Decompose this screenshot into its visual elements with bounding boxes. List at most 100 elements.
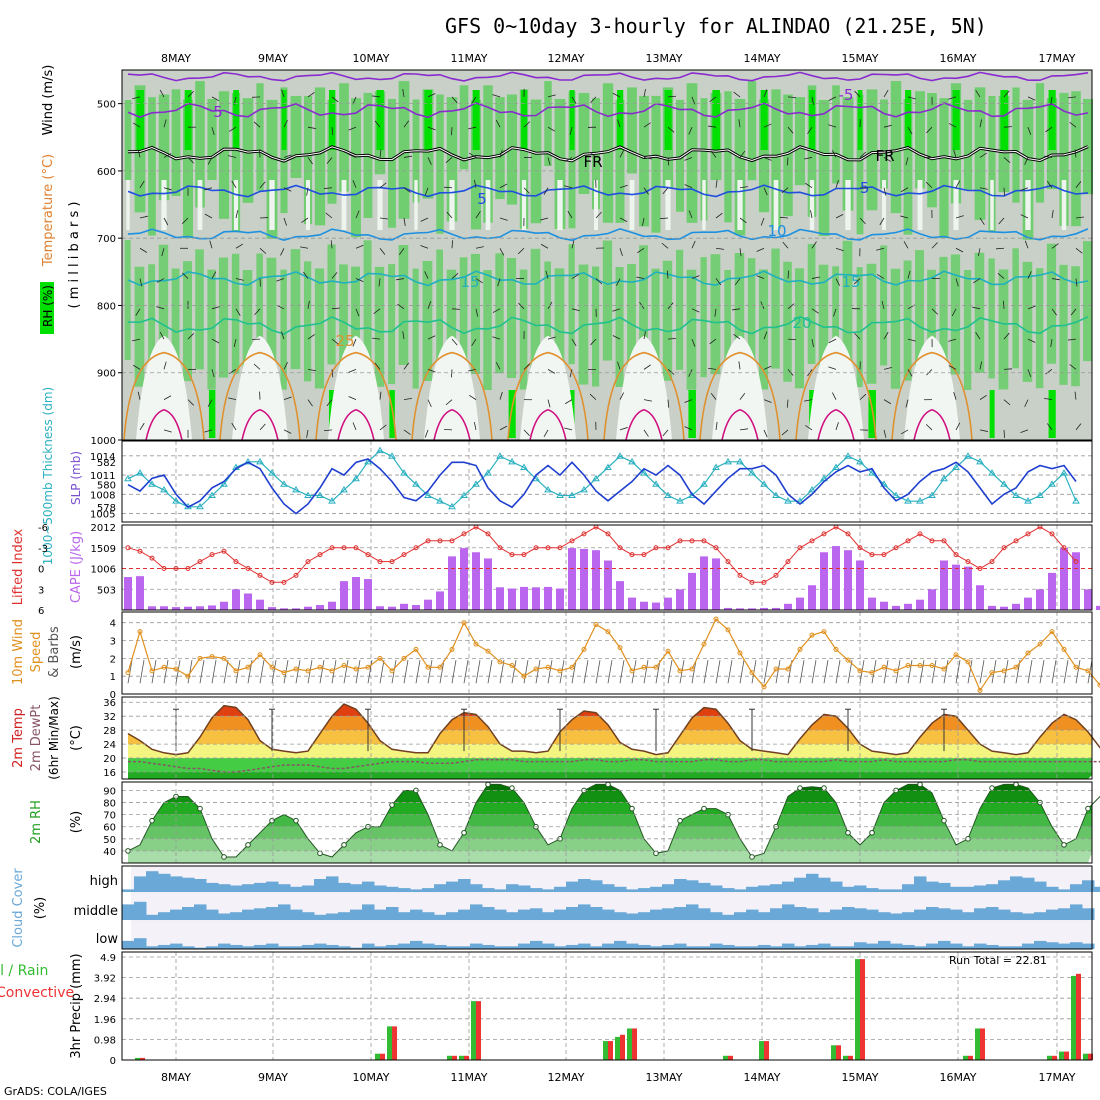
cape-bar [796,597,804,610]
thickness-point [880,480,888,487]
wind-barb [182,272,189,279]
cloud-bar [710,943,723,949]
wind-barb [187,333,194,340]
temp2m-axis-label-3: (6hr Min/Max) [47,696,61,780]
thickness-point [424,491,432,499]
cloud-bar [542,889,555,892]
cloud-level-label: middle [74,904,118,919]
li-point [185,566,191,571]
date-labels-top: 8MAY 9MAY 10MAY 11MAY 12MAY 13MAY 14MAY 15MAY 16… [161,52,1076,65]
rh2m-point [437,842,443,848]
wind10m-barb [931,660,937,684]
wind10m-point [269,664,275,670]
precip-total-bar [615,1036,620,1060]
li-point [629,552,635,558]
rh2m-point [149,817,155,824]
wind10m-barb [943,660,949,684]
wind10m-barb [691,660,697,684]
li-tick-label: 0 [38,565,44,576]
contour-label: 10 [767,222,786,240]
cloud-bar [350,947,363,949]
thickness-point [436,497,444,504]
cloud-bar [290,909,303,920]
wind-barb [137,391,141,400]
cloud-bar [1082,943,1095,949]
wind-barb [715,247,724,250]
date-label-bottom: 11MAY [451,1071,488,1084]
li-point [173,566,179,571]
thickness-axis-label: 1000~500mb Thickness (dm) [41,387,55,565]
wind-barb [135,308,141,316]
cape-bar [1048,572,1056,610]
rh-axis-label: RH (%) [41,285,55,327]
wind-barb [859,151,867,158]
wind-barb [159,331,165,340]
wind-barb [523,187,530,194]
wind10m-point [185,673,191,679]
rh-streak-dry [126,180,130,230]
rh-streak [374,266,385,387]
cloud-bar [374,946,387,949]
li-point [857,545,863,551]
precip-legend-conv: Convective [0,985,74,1001]
rh-streak-high [508,390,516,438]
wind-barb [547,94,556,98]
rh-streak [303,261,312,382]
thickness-point [976,457,984,465]
lifted-index-cape-panel: -6 -3 0 3 6 503 1006 1509 2012 Lifted Index CAPE (… [11,523,1100,617]
cloud-bar [146,914,159,920]
cape-bar [316,605,324,610]
wind-barb [637,247,645,254]
wind-barb [492,94,501,98]
wind-barb [715,421,718,430]
rh-streak [676,249,684,370]
cloud-bar [254,908,267,920]
cape-bar [376,606,384,610]
rh-streak [351,266,360,387]
wind-barb [739,428,748,431]
wind-barb [955,247,964,253]
thickness-point [448,502,456,510]
cloud-bar [950,943,963,949]
rh-streak-dry [269,180,275,230]
cape-bar [580,548,588,610]
wind-barb [301,217,309,223]
rh2m-tick-label: 50 [103,835,116,846]
wind10m-barb [583,660,589,684]
rh-streak [470,99,482,230]
wind-barb [443,186,453,189]
wind-barb [159,89,165,98]
temp-contour-25 [795,351,877,441]
cape-bar [244,593,252,610]
wind-barb [1069,121,1077,128]
precip-total-bar [387,1026,392,1060]
rh-streak-high [521,90,528,150]
thickness-point [364,457,372,465]
wind-barb [518,302,525,310]
rh-streak-high [989,390,995,438]
wind-barb [495,362,501,370]
cape-bar [952,564,960,610]
cloud-bar [182,907,195,920]
cloud-bar [422,943,435,949]
li-point [1049,531,1055,537]
cloud-bar [926,943,939,949]
wind-barb [1003,187,1005,196]
thickness-point [712,463,720,470]
wind-barb [374,120,381,128]
wind-barb [786,157,789,166]
wind-barb [734,278,741,286]
rh2m-tick-label: 60 [103,823,116,834]
cloud-bar [986,944,999,949]
wind-barb [1051,243,1059,249]
rh-streak-high [136,90,144,150]
rh-streak [734,253,745,374]
thickness-tick-label: 578 [97,503,116,514]
cape-bar [940,560,948,610]
cloud-bar [170,876,183,892]
cloud-bar [1034,912,1047,920]
cloud-bar [602,943,615,949]
wind-barb [211,306,220,310]
rh-streak [915,250,924,371]
rh-streak-dry [629,180,635,230]
